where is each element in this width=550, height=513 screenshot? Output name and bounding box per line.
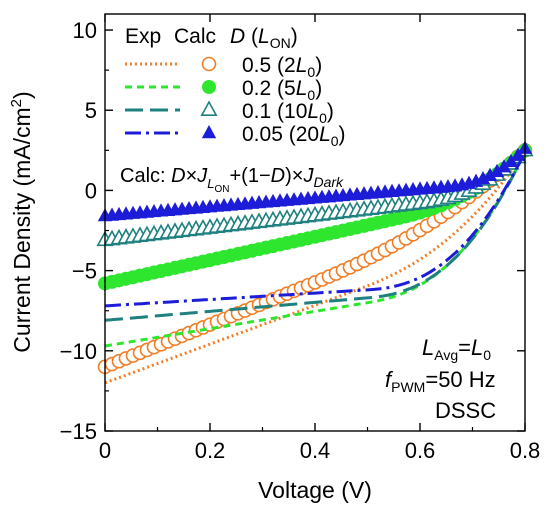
legend-label-s005: 0.05 (20L0): [242, 123, 346, 149]
x-axis-title: Voltage (V): [258, 477, 372, 503]
annotation-device: DSSC: [435, 398, 496, 423]
series-layer: [96, 140, 534, 385]
x-tick-label: 0.6: [405, 438, 436, 463]
exp-point-s005: [510, 147, 526, 161]
y-tick-label: 5: [85, 98, 97, 123]
legend-marker-s05: [201, 56, 217, 72]
exp-point-s005: [489, 163, 505, 178]
x-tick-label: 0.2: [195, 438, 226, 463]
legend-label-s05: 0.5 (2L0): [242, 54, 322, 80]
x-tick-label: 0.8: [510, 438, 541, 463]
y-tick-label: 10: [73, 18, 97, 43]
y-axis-title: Current Density (mA/cm2): [8, 91, 35, 352]
x-tick-label: 0.4: [300, 438, 331, 463]
x-tick-label: 0: [99, 438, 111, 463]
annotation-lavg: LAvg=L0: [422, 335, 491, 363]
legend-marker-s01: [200, 100, 218, 116]
legend: Exp Calc D (LON) 0.5 (2L0)0.2 (5L0)0.1 (…: [125, 25, 346, 149]
y-tick-label: −5: [72, 259, 97, 284]
legend-marker-s005: [201, 125, 217, 139]
exp-point-s005: [482, 167, 498, 181]
formula-label: Calc: D×JLON+(1−D)×JDark: [120, 165, 344, 195]
exp-point-s005: [496, 159, 512, 173]
annotation-fpwm: fPWM=50 Hz: [385, 367, 496, 395]
legend-marker-s02: [202, 80, 216, 94]
calc-line-s01: [104, 151, 527, 322]
calc-line-s005: [104, 151, 527, 308]
legend-label-s01: 0.1 (10L0): [242, 100, 334, 126]
y-tick-label: −10: [60, 339, 97, 364]
legend-label-s02: 0.2 (5L0): [242, 77, 322, 103]
legend-header-exp: Exp: [125, 25, 161, 48]
legend-rows: 0.5 (2L0)0.2 (5L0)0.1 (10L0)0.05 (20L0): [125, 54, 346, 149]
exp-markers-s005: [97, 140, 533, 222]
legend-header-lon: (LON): [251, 25, 298, 51]
axes-layer: 0 0.2 0.4 0.6 0.8 −15 −10 −5 0 5 10: [60, 14, 541, 463]
legend-header-calc: Calc: [174, 25, 216, 48]
y-tick-label: 0: [85, 178, 97, 203]
exp-point-s005: [503, 153, 519, 168]
legend-header-d: D: [230, 25, 245, 48]
y-tick-label: −15: [60, 419, 97, 444]
